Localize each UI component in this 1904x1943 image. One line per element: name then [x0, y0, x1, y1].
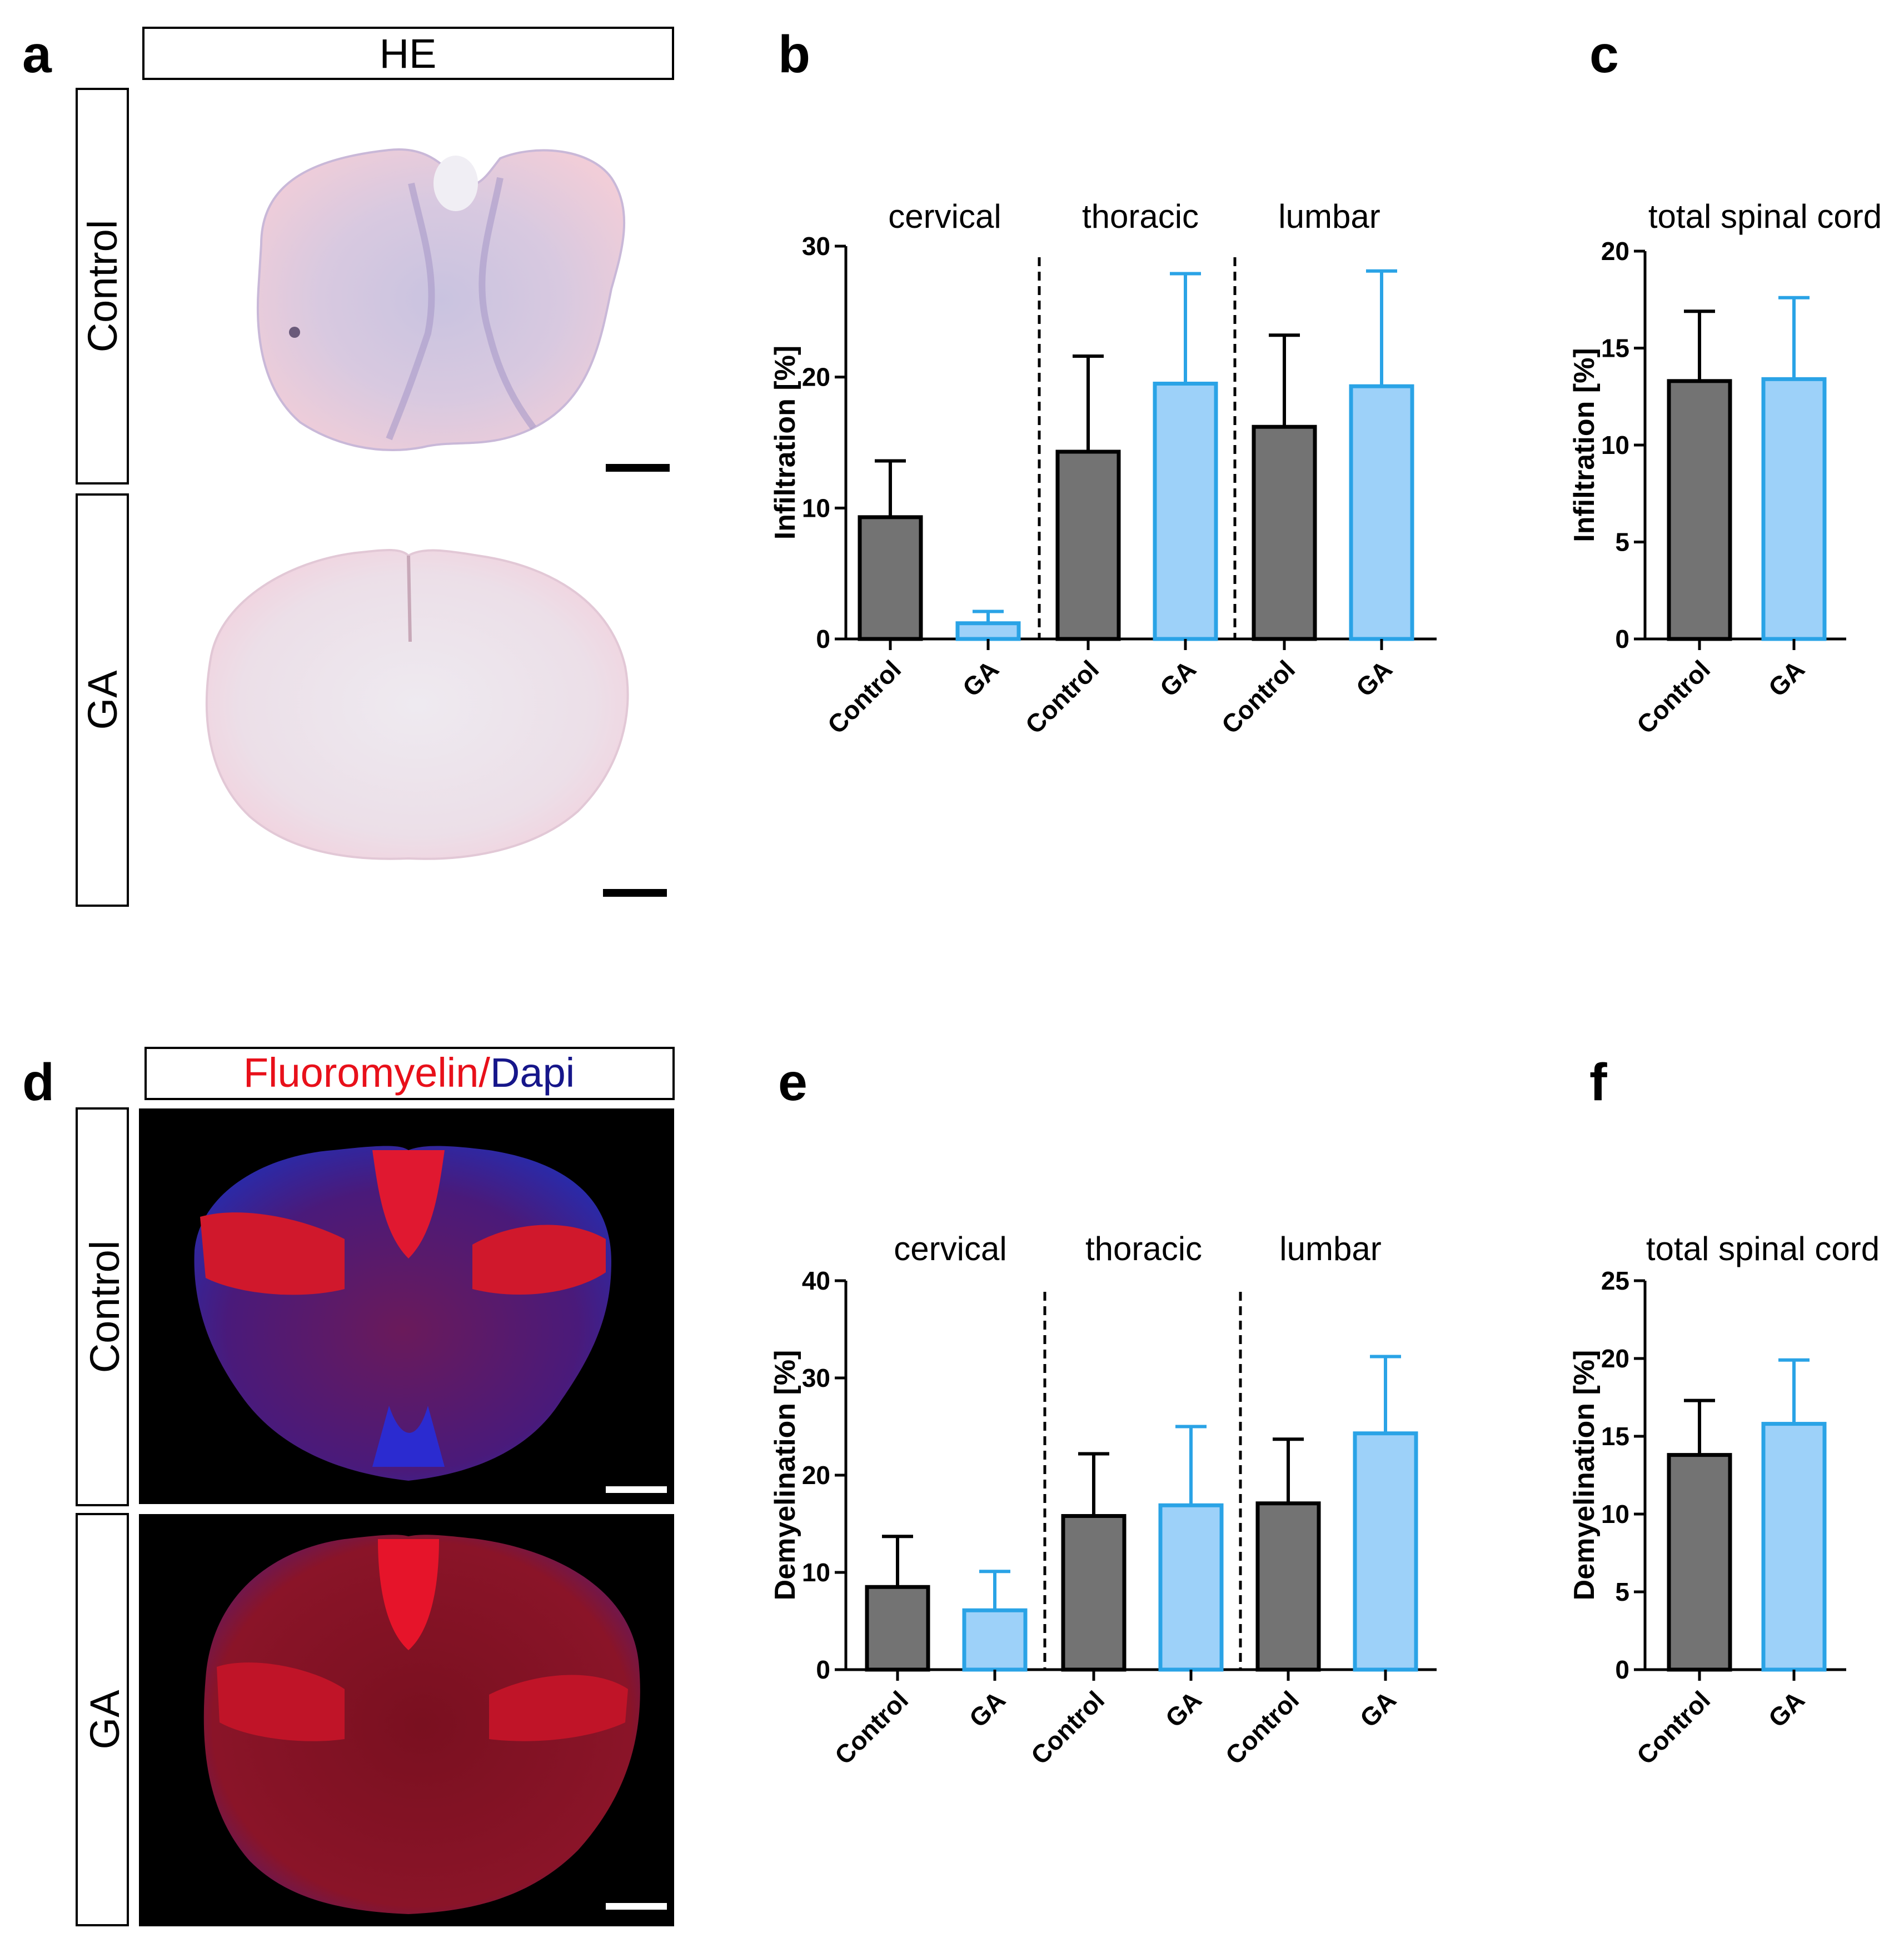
x-tick-label: Control	[1025, 1685, 1110, 1770]
he-header-box	[142, 27, 674, 80]
bar-control	[1667, 379, 1732, 641]
y-tick-label: 0	[1615, 625, 1629, 653]
chart-f-demyelination-total: total spinal cord 0 5 10 15 20 25 Demyelination…	[1568, 1230, 1880, 1770]
scale-bar-he-ga	[603, 889, 667, 897]
row-label-control-a: Control	[79, 220, 126, 353]
row-label-box-control-d	[76, 1107, 129, 1506]
y-tick-label: 20	[802, 363, 830, 392]
chart-b-infiltration-regions: cervical thoracic lumbar 0 10 20 30 Infiltratio…	[769, 198, 1437, 740]
x-tick-label: Control	[1216, 655, 1300, 739]
he-ga-section	[205, 549, 629, 860]
x-tick-label: GA	[1763, 1685, 1811, 1733]
y-tick-label: 0	[816, 1655, 830, 1684]
row-label-box-ga-a	[76, 493, 129, 907]
y-tick-label: 5	[1615, 528, 1629, 557]
bar-ga	[962, 1608, 1028, 1672]
group-label-thoracic: thoracic	[1085, 1230, 1202, 1267]
y-tick-label: 5	[1615, 1577, 1629, 1606]
group-label-lumbar: lumbar	[1278, 198, 1380, 235]
y-tick-label: 15	[1601, 334, 1629, 363]
y-axis-label: Infiltration [%]	[1568, 348, 1601, 542]
x-tick-label: GA	[1160, 1685, 1208, 1733]
y-tick-label: 20	[802, 1461, 830, 1490]
bar-ga	[1153, 381, 1218, 641]
x-tick-label: Control	[822, 655, 906, 739]
scale-bar-he-control	[606, 464, 670, 472]
x-tick-label: GA	[1154, 655, 1202, 702]
x-tick-label: GA	[1354, 1685, 1402, 1733]
y-tick-label: 20	[1601, 1344, 1629, 1373]
bar-ga	[955, 621, 1021, 641]
fluoro-header: Fluoromyelin/Dapi	[243, 1050, 575, 1096]
bar-ga	[1349, 384, 1414, 641]
bar-control	[865, 1585, 930, 1672]
scale-bar-fluoro-ga	[606, 1903, 667, 1910]
y-axis-label: Demyelination [%]	[1568, 1350, 1601, 1601]
fluoro-header-box	[144, 1047, 675, 1100]
chart-title: total spinal cord	[1648, 198, 1882, 235]
x-tick-label: GA	[1763, 655, 1811, 702]
group-label-lumbar: lumbar	[1279, 1230, 1381, 1267]
x-tick-label: Control	[1631, 655, 1716, 739]
scale-bar-fluoro-control	[606, 1486, 667, 1493]
row-label-box-ga-d	[76, 1513, 129, 1926]
x-tick-label: GA	[964, 1685, 1011, 1733]
y-tick-label: 10	[802, 493, 830, 522]
y-tick-label: 0	[1615, 1655, 1629, 1684]
x-tick-label: Control	[1631, 1685, 1716, 1770]
y-tick-label: 10	[1601, 1500, 1629, 1529]
x-tick-label: Control	[1220, 1685, 1304, 1770]
bar-ga	[1353, 1431, 1418, 1672]
he-header: HE	[380, 31, 437, 77]
group-label-cervical: cervical	[894, 1230, 1006, 1267]
y-tick-label: 10	[1601, 431, 1629, 459]
bar-control	[1252, 424, 1317, 641]
bar-ga	[1761, 1422, 1827, 1672]
y-tick-label: 20	[1601, 237, 1629, 266]
panel-letter-e: e	[778, 1053, 808, 1112]
panel-letter-b: b	[778, 25, 810, 84]
chart-c-infiltration-total: total spinal cord 0 5 10 15 20 Infiltration [%…	[1568, 198, 1882, 740]
x-tick-label: Control	[1020, 655, 1104, 739]
y-axis-label: Infiltration [%]	[769, 346, 801, 540]
panel-letter-d: d	[22, 1053, 54, 1112]
row-label-box-control-a	[76, 88, 129, 484]
y-tick-label: 30	[802, 232, 830, 261]
y-tick-label: 25	[1601, 1266, 1629, 1295]
row-label-control-d: Control	[82, 1241, 128, 1373]
fluoro-header-blue: Dapi	[490, 1050, 575, 1096]
chart-e-demyelination-regions: cervical thoracic lumbar 0 10 20 30 40 Demyelina…	[769, 1230, 1437, 1770]
bar-control	[1255, 1501, 1321, 1672]
he-control-section	[256, 148, 626, 451]
y-axis-label: Demyelination [%]	[769, 1350, 801, 1601]
row-label-ga-d: GA	[82, 1690, 128, 1750]
fluoro-control-image	[139, 1108, 674, 1504]
bar-control	[1061, 1514, 1127, 1672]
fluoro-header-red: Fluoromyelin/	[243, 1050, 491, 1096]
bar-control	[1667, 1453, 1732, 1672]
x-tick-label: Control	[829, 1685, 914, 1770]
bar-control	[1055, 449, 1121, 641]
x-tick-label: GA	[957, 655, 1005, 702]
y-tick-label: 15	[1601, 1422, 1629, 1451]
fluoro-ga-image	[139, 1514, 674, 1926]
row-label-ga-a: GA	[79, 670, 126, 730]
chart-title: total spinal cord	[1646, 1230, 1880, 1267]
y-tick-label: 0	[816, 625, 830, 653]
group-label-cervical: cervical	[888, 198, 1001, 235]
y-tick-label: 40	[802, 1266, 830, 1295]
panel-letter-a: a	[22, 25, 52, 84]
y-tick-label: 10	[802, 1558, 830, 1587]
panel-letter-c: c	[1589, 25, 1619, 84]
x-tick-label: GA	[1350, 655, 1398, 702]
group-label-thoracic: thoracic	[1082, 198, 1199, 235]
bar-control	[858, 515, 923, 641]
bar-ga	[1158, 1503, 1224, 1672]
panel-letter-f: f	[1589, 1053, 1607, 1112]
bar-ga	[1761, 377, 1827, 641]
y-tick-label: 30	[802, 1363, 830, 1392]
